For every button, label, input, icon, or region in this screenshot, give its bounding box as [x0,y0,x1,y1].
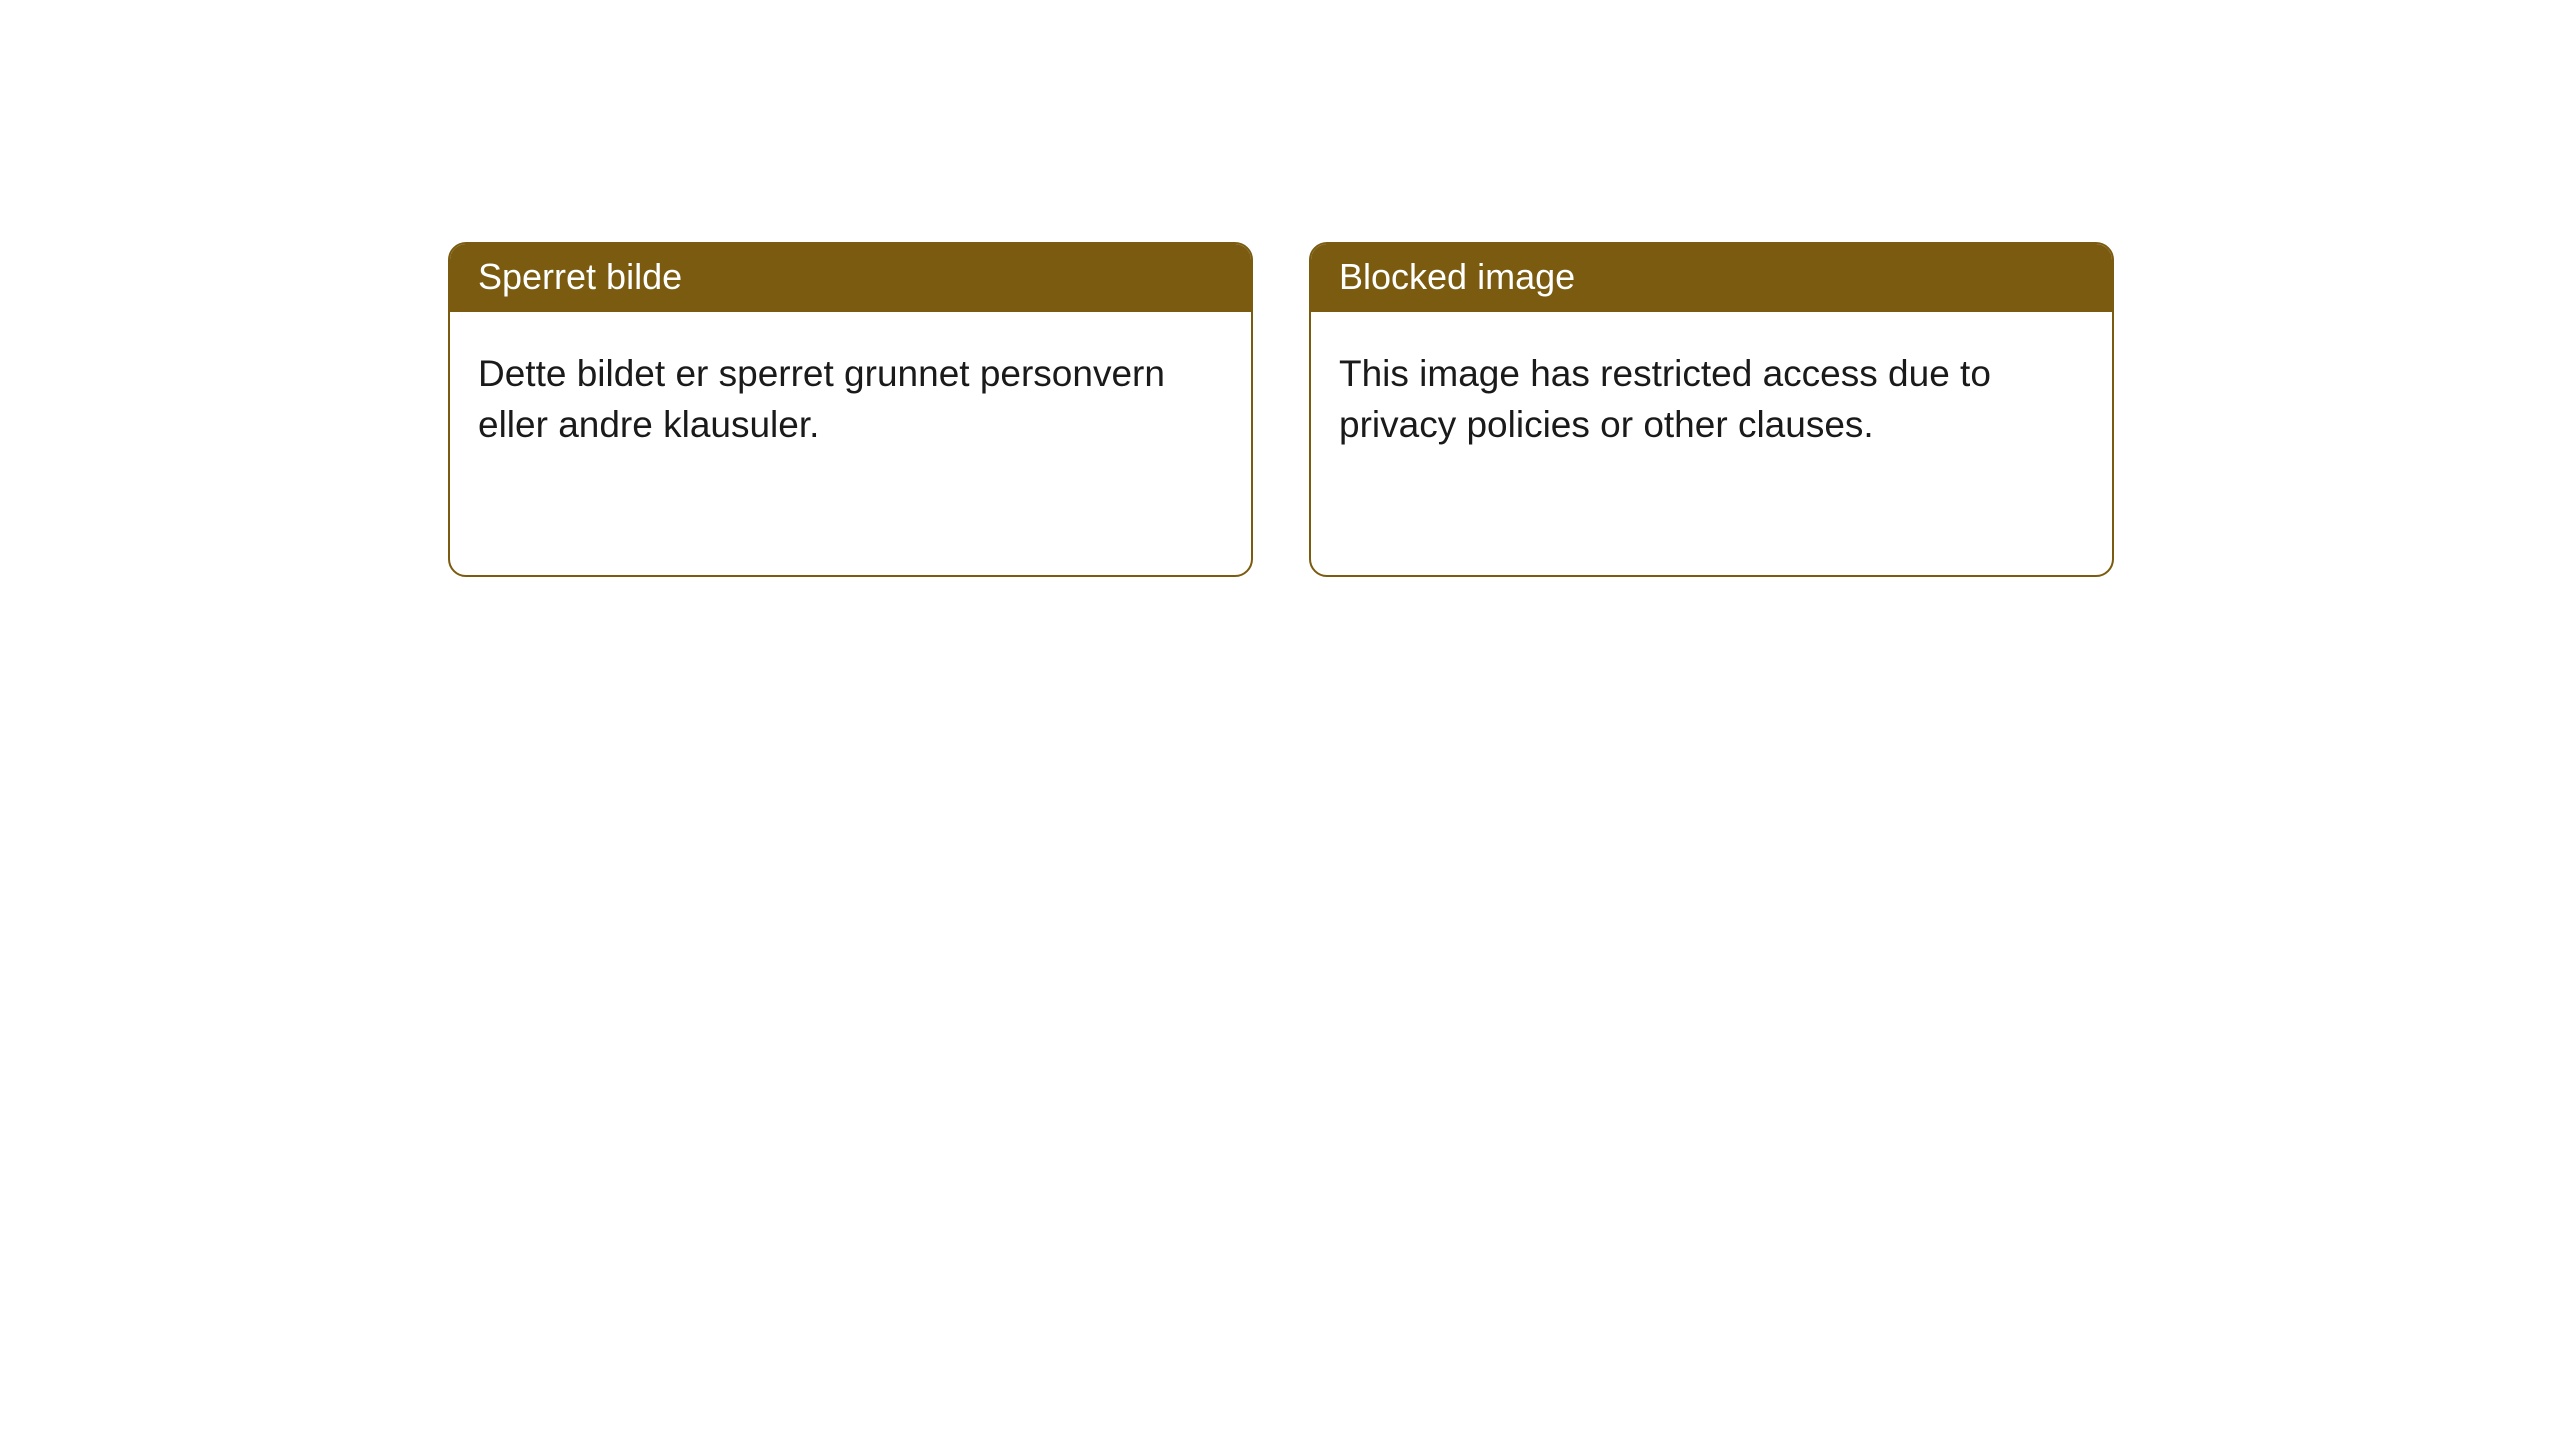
cards-container: Sperret bilde Dette bildet er sperret gr… [0,0,2560,577]
card-body-text: This image has restricted access due to … [1339,353,1991,445]
blocked-image-card-no: Sperret bilde Dette bildet er sperret gr… [448,242,1253,577]
card-header: Sperret bilde [450,244,1251,312]
blocked-image-card-en: Blocked image This image has restricted … [1309,242,2114,577]
card-title: Blocked image [1339,256,1575,297]
card-header: Blocked image [1311,244,2112,312]
card-body-text: Dette bildet er sperret grunnet personve… [478,353,1165,445]
card-title: Sperret bilde [478,256,682,297]
card-body: Dette bildet er sperret grunnet personve… [450,312,1251,478]
card-body: This image has restricted access due to … [1311,312,2112,478]
